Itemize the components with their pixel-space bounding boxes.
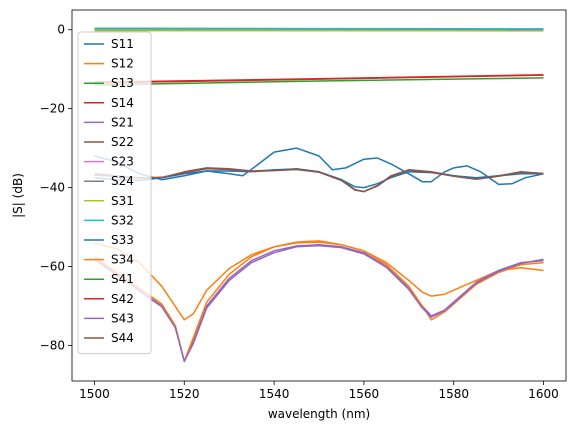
y-tick-label: 0	[57, 23, 65, 37]
legend-item-s41: S41	[84, 272, 134, 286]
y-tick-label: −20	[40, 102, 65, 116]
series-line-s43	[94, 244, 544, 363]
axes-frame	[71, 9, 567, 382]
series-line-s32	[94, 27, 544, 30]
y-tick-label: −80	[40, 338, 65, 352]
x-tick-label: 1580	[438, 387, 469, 401]
series-line-s34	[94, 241, 544, 363]
series-line-s42	[94, 73, 544, 83]
legend-item-s13: S13	[84, 76, 134, 90]
legend: S11 S12 S13 S14 S21 S22 S23 S24 S31 S32 S33 S34 S41 S…	[77, 31, 152, 355]
series-line-s31	[94, 29, 544, 32]
legend-item-s43: S43	[84, 311, 134, 325]
plot-area	[94, 27, 544, 363]
legend-item-s11: S11	[84, 37, 134, 51]
series-line-s41	[94, 77, 544, 86]
legend-item-s34: S34	[84, 253, 134, 267]
legend-item-s33: S33	[84, 233, 134, 247]
legend-label: S23	[111, 155, 134, 169]
legend-label: S21	[111, 115, 134, 129]
legend-label: S43	[111, 311, 134, 325]
legend-item-s42: S42	[84, 292, 134, 306]
legend-item-s24: S24	[84, 174, 134, 188]
legend-label: S32	[111, 213, 134, 227]
x-tick-label: 1520	[169, 387, 200, 401]
legend-label: S14	[111, 96, 134, 110]
legend-item-s23: S23	[84, 155, 134, 169]
legend-item-s44: S44	[84, 331, 134, 345]
legend-label: S42	[111, 292, 134, 306]
legend-label: S34	[111, 253, 134, 267]
x-axis-label: wavelength (nm)	[268, 407, 370, 421]
x-tick-label: 1560	[349, 387, 380, 401]
y-axis-label: |S| (dB)	[11, 173, 25, 218]
legend-item-s32: S32	[84, 213, 134, 227]
y-tick-label: −40	[40, 181, 65, 195]
legend-label: S41	[111, 272, 134, 286]
legend-label: S13	[111, 76, 134, 90]
y-tick-label: −60	[40, 260, 65, 274]
legend-label: S22	[111, 135, 134, 149]
legend-item-s12: S12	[84, 57, 134, 71]
legend-item-s14: S14	[84, 96, 134, 110]
series-line-s11	[94, 147, 544, 186]
legend-label: S24	[111, 174, 134, 188]
legend-label: S11	[111, 37, 134, 51]
x-tick-label: 1500	[79, 387, 110, 401]
legend-label: S12	[111, 57, 134, 71]
ticks: 1500 1520 1540 1560 1580 1600 0 −20 −40 −60 −80	[40, 23, 559, 401]
series-line-s33	[94, 168, 544, 189]
x-tick-label: 1540	[259, 387, 290, 401]
x-tick-label: 1600	[528, 387, 559, 401]
legend-item-s31: S31	[84, 194, 134, 208]
legend-label: S44	[111, 331, 134, 345]
legend-item-s21: S21	[84, 115, 134, 129]
legend-item-s22: S22	[84, 135, 134, 149]
legend-box	[77, 31, 152, 355]
legend-label: S33	[111, 233, 134, 247]
series-line-s21	[94, 244, 544, 363]
series-line-s44	[94, 167, 544, 193]
legend-label: S31	[111, 194, 134, 208]
